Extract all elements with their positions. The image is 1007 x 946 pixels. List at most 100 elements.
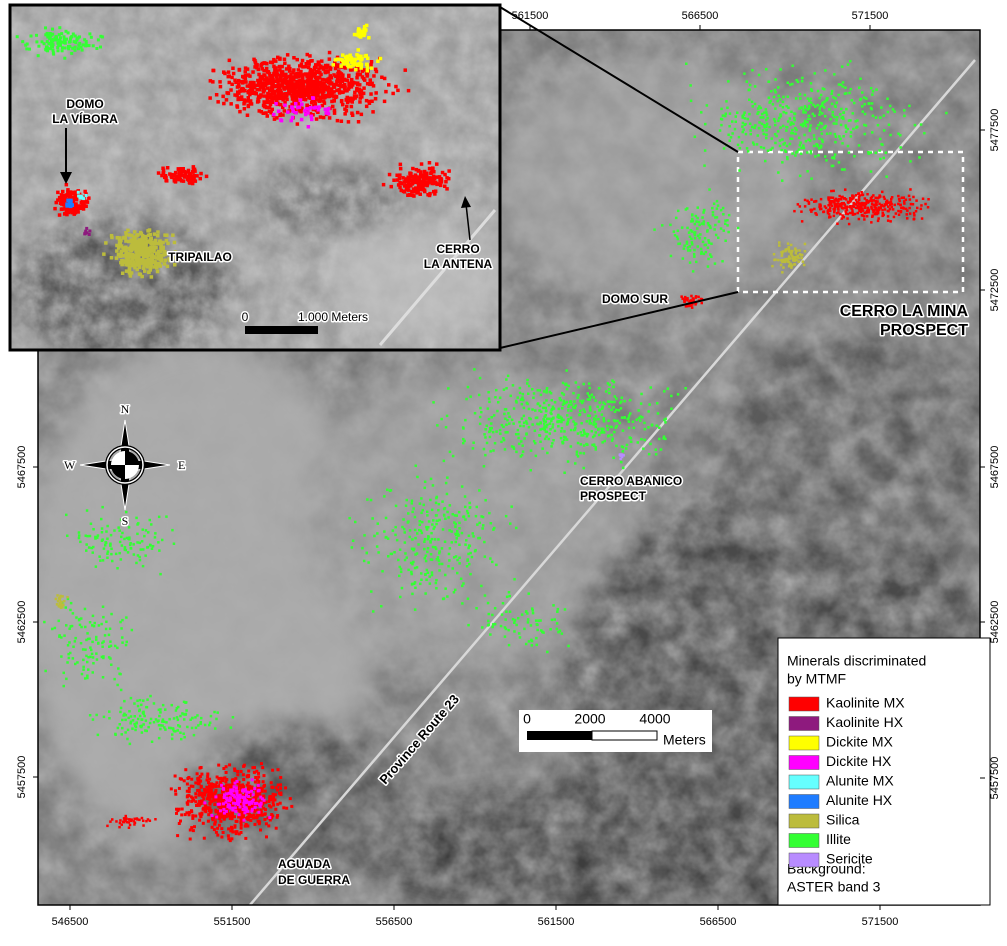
- mineral-pixel: [113, 677, 116, 681]
- mineral-pixel: [313, 91, 317, 95]
- mineral-pixel: [438, 518, 441, 522]
- mineral-pixel: [447, 552, 451, 556]
- mineral-pixel: [467, 552, 470, 556]
- mineral-pixel: [829, 203, 832, 206]
- mineral-pixel: [80, 672, 84, 676]
- mineral-pixel: [518, 636, 522, 639]
- mineral-pixel: [788, 117, 792, 120]
- mineral-pixel: [161, 724, 164, 727]
- mineral-pixel: [227, 814, 231, 818]
- mineral-pixel: [234, 819, 238, 823]
- mineral-pixel: [569, 428, 573, 432]
- mineral-pixel: [118, 551, 121, 555]
- mineral-pixel: [55, 38, 59, 42]
- mineral-pixel: [814, 155, 817, 158]
- mineral-pixel: [139, 548, 142, 551]
- mineral-pixel: [413, 173, 418, 177]
- mineral-pixel: [427, 179, 431, 183]
- mineral-pixel: [156, 230, 160, 234]
- mineral-pixel: [224, 815, 228, 819]
- mineral-pixel: [409, 561, 413, 565]
- mineral-pixel: [213, 803, 217, 806]
- mineral-pixel: [414, 186, 418, 190]
- mineral-pixel: [857, 195, 861, 199]
- mineral-pixel: [878, 149, 881, 152]
- mineral-pixel: [385, 535, 388, 539]
- mineral-pixel: [553, 429, 557, 433]
- mineral-pixel: [362, 559, 366, 563]
- mineral-pixel: [881, 208, 884, 212]
- mineral-pixel: [300, 106, 304, 111]
- mineral-pixel: [731, 132, 734, 135]
- mineral-pixel: [138, 818, 141, 822]
- mineral-pixel: [57, 43, 61, 47]
- mineral-pixel: [256, 97, 260, 101]
- mineral-pixel: [756, 112, 759, 116]
- mineral-pixel: [230, 837, 234, 841]
- mineral-pixel: [210, 825, 214, 829]
- mineral-pixel: [574, 426, 577, 429]
- mineral-pixel: [230, 810, 234, 814]
- mineral-pixel: [872, 203, 875, 207]
- mineral-pixel: [298, 64, 302, 68]
- mineral-pixel: [842, 135, 845, 138]
- mineral-pixel: [271, 792, 275, 796]
- mineral-pixel: [120, 521, 124, 525]
- mineral-pixel: [298, 94, 303, 99]
- mineral-pixel: [588, 398, 591, 401]
- mineral-pixel: [289, 72, 293, 77]
- mineral-pixel: [109, 544, 112, 547]
- mineral-pixel: [806, 117, 810, 121]
- mineral-pixel: [409, 174, 414, 179]
- mineral-pixel: [233, 781, 237, 785]
- mineral-pixel: [129, 271, 134, 275]
- mineral-pixel: [753, 102, 757, 106]
- mineral-pixel: [111, 559, 114, 563]
- mineral-pixel: [88, 621, 92, 624]
- mineral-pixel: [785, 257, 789, 261]
- mineral-pixel: [397, 176, 402, 181]
- mineral-pixel: [248, 792, 252, 796]
- mineral-pixel: [804, 121, 807, 124]
- mineral-pixel: [178, 725, 182, 728]
- mineral-pixel: [239, 823, 243, 827]
- mineral-pixel: [309, 69, 314, 73]
- mineral-pixel: [161, 718, 165, 721]
- mineral-pixel: [306, 72, 310, 76]
- mineral-pixel: [305, 85, 309, 89]
- mineral-pixel: [175, 811, 178, 815]
- mineral-pixel: [248, 99, 253, 103]
- mineral-pixel: [291, 70, 295, 74]
- mineral-pixel: [285, 86, 290, 90]
- mineral-pixel: [411, 582, 414, 586]
- mineral-pixel: [136, 704, 140, 708]
- mineral-pixel: [284, 67, 289, 71]
- mineral-pixel: [688, 304, 691, 307]
- mineral-pixel: [563, 438, 566, 442]
- mineral-pixel: [190, 777, 194, 781]
- mineral-pixel: [421, 508, 424, 512]
- mineral-pixel: [90, 546, 93, 550]
- mineral-pixel: [904, 198, 908, 201]
- mineral-pixel: [899, 210, 903, 214]
- mineral-pixel: [462, 515, 465, 519]
- mineral-pixel: [534, 619, 538, 622]
- mineral-pixel: [224, 787, 228, 790]
- mineral-pixel: [412, 582, 416, 585]
- mineral-pixel: [531, 609, 534, 612]
- mineral-pixel: [42, 42, 46, 46]
- mineral-pixel: [300, 97, 305, 101]
- mineral-pixel: [444, 517, 447, 520]
- mineral-pixel: [125, 536, 129, 540]
- mineral-pixel: [432, 189, 436, 194]
- mineral-pixel: [350, 100, 354, 104]
- mineral-pixel: [830, 164, 834, 168]
- mineral-pixel: [343, 89, 347, 93]
- mineral-pixel: [306, 60, 310, 64]
- mineral-pixel: [704, 250, 708, 254]
- mineral-pixel: [130, 628, 134, 632]
- mineral-pixel: [266, 91, 270, 96]
- mineral-pixel: [235, 792, 239, 796]
- mineral-pixel: [734, 115, 737, 118]
- mineral-pixel: [813, 114, 816, 118]
